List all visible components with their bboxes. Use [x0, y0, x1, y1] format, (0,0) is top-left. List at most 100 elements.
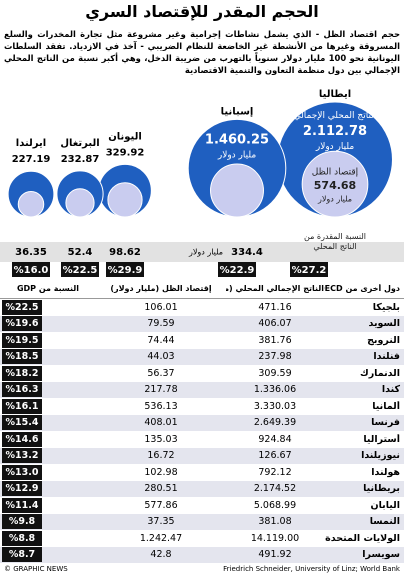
- value-cell: 126.67: [258, 450, 292, 462]
- value-cell: 44.03: [147, 351, 175, 363]
- value-cell: 217.78: [144, 384, 178, 396]
- share-label: %22.9: [220, 265, 255, 276]
- gdp-value-label: 227.19: [12, 154, 51, 165]
- value-cell: 74.44: [147, 334, 175, 346]
- country-name: بلجيكا: [372, 301, 400, 313]
- value-cell: 471.16: [258, 301, 292, 313]
- pct-cell: %19.6: [0, 316, 96, 332]
- value-cell: 16.72: [147, 450, 175, 462]
- table-row: كندا 1.336.06 217.78 %16.3: [0, 381, 404, 398]
- value-cell: 536.13: [144, 400, 178, 412]
- pct-value: %16.1: [2, 398, 42, 414]
- pct-cell: %9.8: [0, 514, 96, 530]
- pct-cell: %15.4: [0, 415, 96, 431]
- shadow-bubble: [17, 190, 45, 218]
- share-box: [218, 262, 256, 277]
- shadow-value-label: 334.4: [231, 247, 263, 258]
- value-cell: 2.174.52: [253, 483, 297, 495]
- pct-cell: %13.0: [0, 464, 96, 480]
- pct-cell: %11.4: [0, 497, 96, 513]
- header-cell: إقتصاد الظل (مليار دولار): [110, 284, 212, 293]
- header-cell: النسبة من GDP: [16, 284, 80, 293]
- table-row: السويد 406.07 79.59 %19.6: [0, 315, 404, 332]
- gdp-value-label: 329.92: [106, 147, 145, 158]
- value-cell: 2.649.39: [253, 417, 297, 429]
- pct-value: %8.8: [2, 530, 42, 546]
- table-row: اليابان 5.068.99 577.86 %11.4: [0, 497, 404, 514]
- table-row: بريطانيا 2.174.52 280.51 %12.9: [0, 480, 404, 497]
- country-name: اليابان: [370, 499, 400, 511]
- gdp-value-label: 1.460.25: [205, 133, 269, 148]
- shadow-value-label: 574.68: [314, 179, 356, 192]
- value-cell: 406.07: [258, 318, 292, 330]
- shadow-bubble: [210, 163, 264, 218]
- pct-cell: %8.7: [0, 547, 96, 563]
- share-annotation: النسبة المقدرة من الناتج المحلي: [304, 232, 366, 251]
- gdp-unit: مليار دولار: [217, 151, 256, 161]
- value-cell: 309.59: [258, 367, 292, 379]
- pct-cell: %22.5: [0, 299, 96, 315]
- table-row: النمسا 381.08 37.35 %9.8: [0, 513, 404, 530]
- value-cell: 102.98: [144, 466, 178, 478]
- table-row: بلجيكا 471.16 106.01 %22.5: [0, 299, 404, 316]
- value-cell: 106.01: [144, 301, 178, 313]
- pct-value: %13.0: [2, 464, 42, 480]
- oecd-table: دول أخرى من OECDالناتج الإجمالي المحلي (…: [0, 279, 404, 563]
- value-cell: 280.51: [144, 483, 178, 495]
- country-name: نيوزيلندا: [361, 450, 400, 462]
- country-name: فنلندا: [373, 351, 400, 363]
- value-cell: 491.92: [258, 549, 292, 561]
- pct-value: %9.8: [2, 514, 42, 530]
- share-box: [106, 262, 144, 277]
- pct-cell: %18.5: [0, 349, 96, 365]
- pct-value: %16.3: [2, 382, 42, 398]
- header-cell: الناتج الإجمالي المحلي (مليار دولار): [226, 284, 324, 293]
- country-name: ألمانيا: [372, 400, 400, 412]
- share-label: %16.0: [14, 265, 49, 276]
- table-header: دول أخرى من OECDالناتج الإجمالي المحلي (…: [0, 279, 404, 299]
- country-name: أستراليا: [363, 433, 400, 445]
- table-row: النرويج 381.76 74.44 %19.5: [0, 332, 404, 349]
- source: Friedrich Schneider, University of Linz;…: [223, 565, 400, 573]
- pct-value: %19.6: [2, 316, 42, 332]
- pct-cell: %19.5: [0, 332, 96, 348]
- pct-cell: %16.3: [0, 382, 96, 398]
- pct-value: %8.7: [2, 547, 42, 563]
- shadow-value-label: 52.4: [68, 247, 93, 258]
- value-cell: 37.35: [147, 516, 175, 528]
- value-cell: 14.119.00: [250, 532, 300, 544]
- pct-value: %22.5: [2, 299, 42, 315]
- value-cell: 56.37: [147, 367, 175, 379]
- pct-value: %15.4: [2, 415, 42, 431]
- value-cell: 792.12: [258, 466, 292, 478]
- value-cell: 1.242.47: [139, 532, 183, 544]
- shadow-unit: مليار دولار: [188, 248, 223, 257]
- share-label: %29.9: [108, 265, 143, 276]
- value-cell: 924.84: [258, 433, 292, 445]
- share-label: %27.2: [292, 265, 327, 276]
- country-name: هولندا: [371, 466, 400, 478]
- country-label: إسبانيا: [221, 106, 254, 117]
- shadow-bubble: [301, 150, 369, 218]
- country-name: فرنسا: [371, 417, 400, 429]
- value-cell: 1.336.06: [253, 384, 297, 396]
- chart-title: الحجم المقدر للإقتصاد السري: [85, 2, 319, 21]
- pct-cell: %8.8: [0, 530, 96, 546]
- pct-cell: %16.1: [0, 398, 96, 414]
- shadow-bubble: [65, 188, 95, 218]
- share-box: [61, 262, 99, 277]
- pct-value: %12.9: [2, 481, 42, 497]
- share-box: [12, 262, 50, 277]
- value-cell: 135.03: [144, 433, 178, 445]
- table-row: الدنمارك 309.59 56.37 %18.2: [0, 365, 404, 382]
- table-row: هولندا 792.12 102.98 %13.0: [0, 464, 404, 481]
- value-cell: 381.08: [258, 516, 292, 528]
- country-name: بريطانيا: [363, 483, 400, 495]
- shadow-bubble: [107, 182, 143, 218]
- country-label: البرتغال: [60, 138, 99, 149]
- country-name: النرويج: [367, 334, 400, 346]
- value-cell: 42.8: [150, 549, 172, 561]
- pct-value: %11.4: [2, 497, 42, 513]
- value-cell: 577.86: [144, 499, 178, 511]
